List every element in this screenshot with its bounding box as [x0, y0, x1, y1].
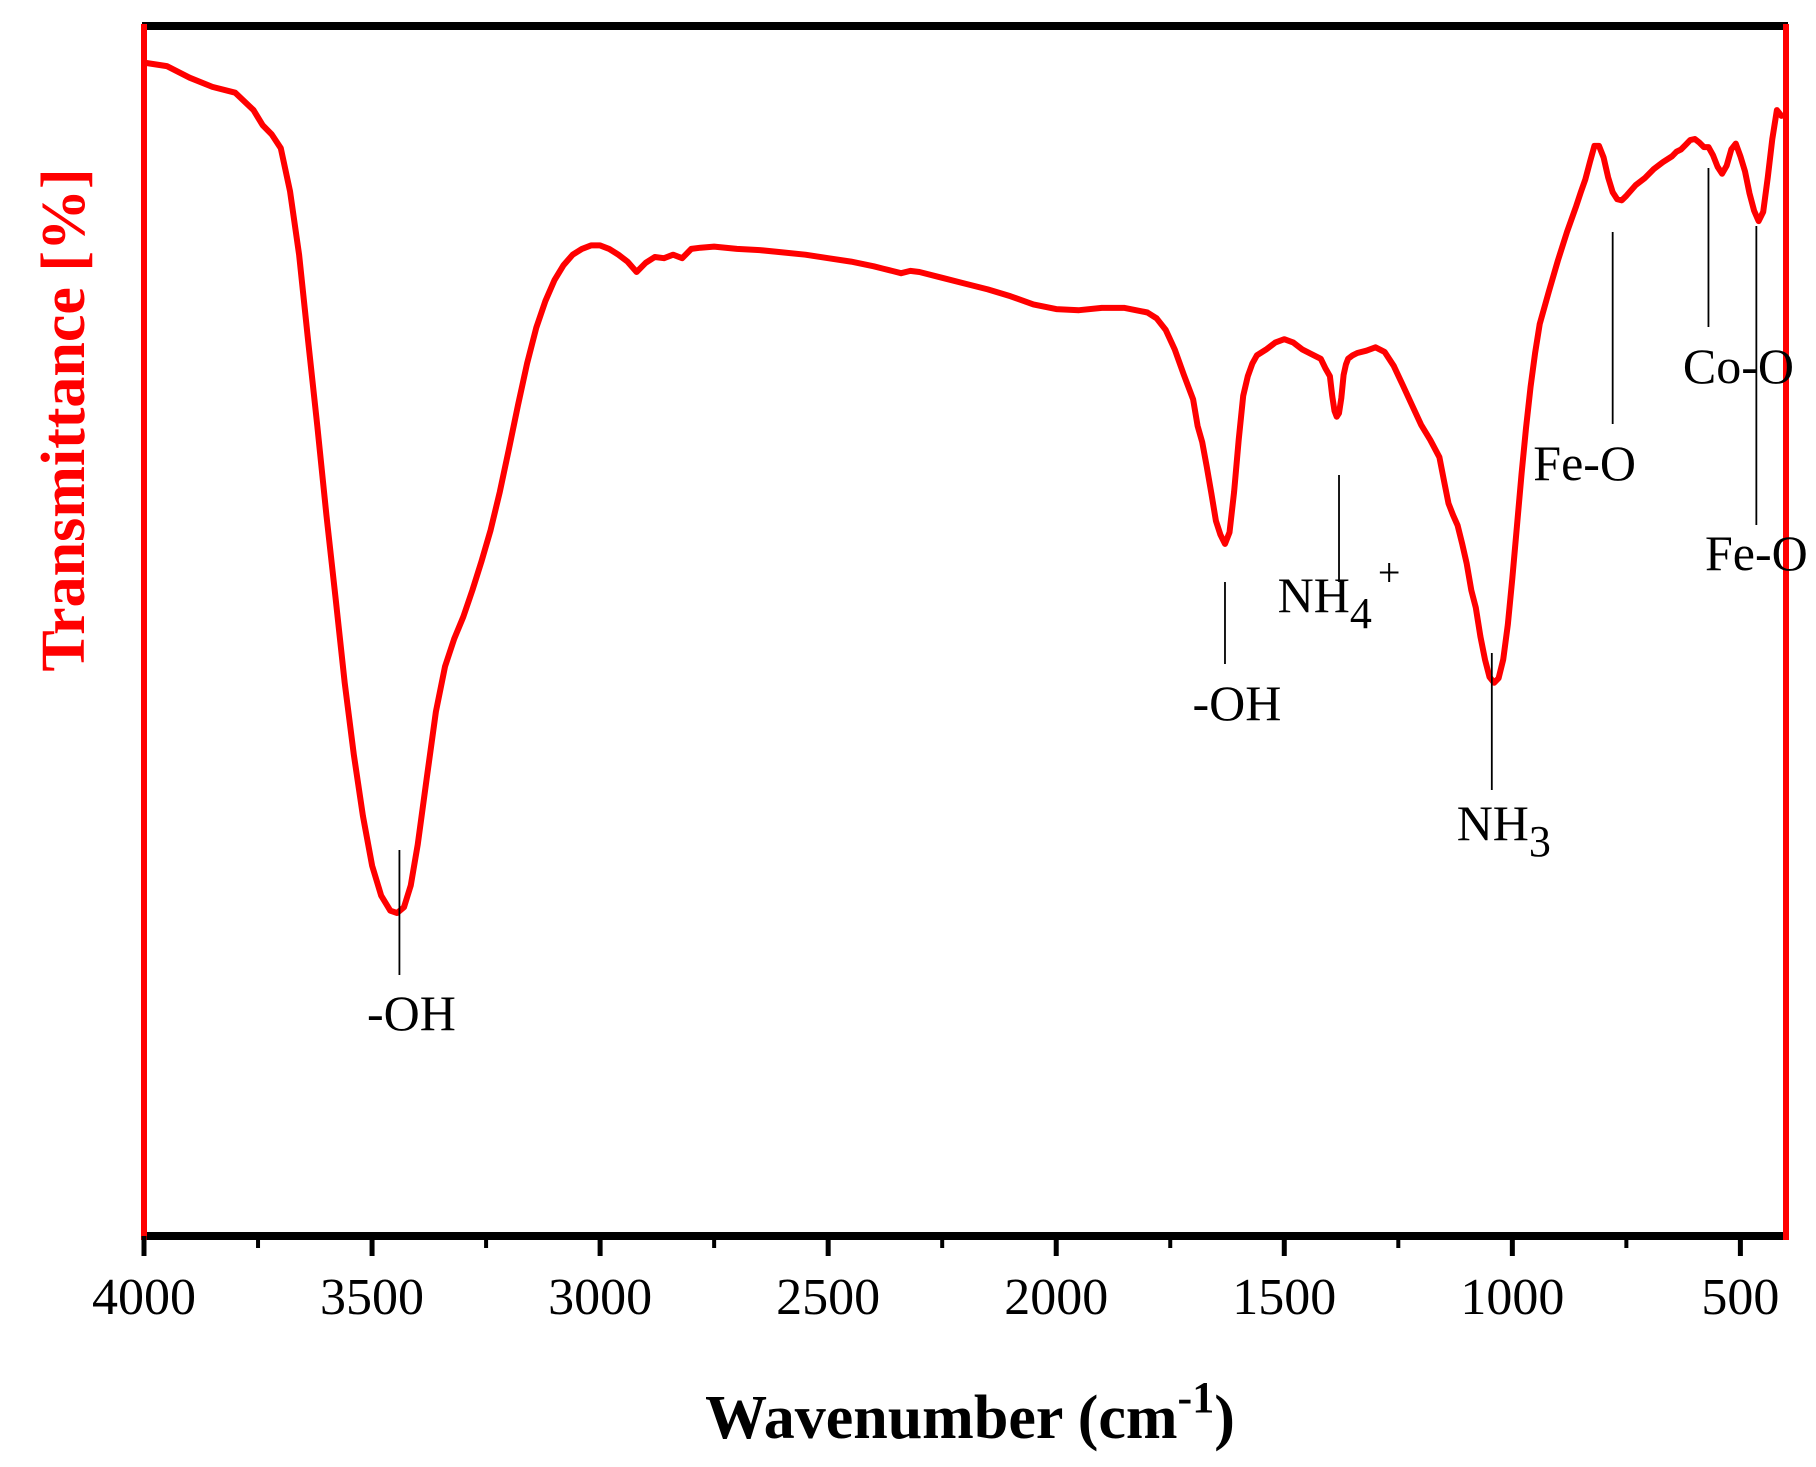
x-tick-label: 500 [1701, 1269, 1779, 1326]
peak-annotations: -OH -OH NH4+ NH3 Fe-O Co-O Fe-O [367, 168, 1808, 1041]
x-axis-title: Wavenumber (cm-1) [705, 1373, 1235, 1452]
peak-label: NH4+ [1278, 550, 1401, 638]
series-layer [141, 59, 1785, 916]
x-tick-label: 3000 [548, 1269, 652, 1326]
x-axis-title-sup: -1 [1178, 1373, 1215, 1422]
peak-label: Co-O [1683, 338, 1794, 394]
series-line [141, 59, 1785, 916]
x-tick-label: 2500 [776, 1269, 880, 1326]
x-tick-label: 4000 [92, 1269, 196, 1326]
x-tick-label: 1500 [1232, 1269, 1336, 1326]
peak-label: Fe-O [1533, 435, 1636, 491]
peak-label: -OH [1193, 675, 1282, 731]
peak-label: NH3 [1457, 795, 1551, 866]
x-axis-ticks: 4000 3500 3000 2500 2000 1500 1000 500 [92, 1236, 1779, 1326]
peak-label: Fe-O [1705, 525, 1808, 581]
x-axis-title-main: Wavenumber (cm [705, 1384, 1177, 1452]
peak-label: -OH [367, 985, 456, 1041]
y-axis-title: Transmittance [%] [30, 168, 98, 671]
x-axis-title-close: ) [1214, 1384, 1235, 1452]
x-tick-label: 3500 [320, 1269, 424, 1326]
x-tick-label: 2000 [1004, 1269, 1108, 1326]
x-tick-label: 1000 [1460, 1269, 1564, 1326]
